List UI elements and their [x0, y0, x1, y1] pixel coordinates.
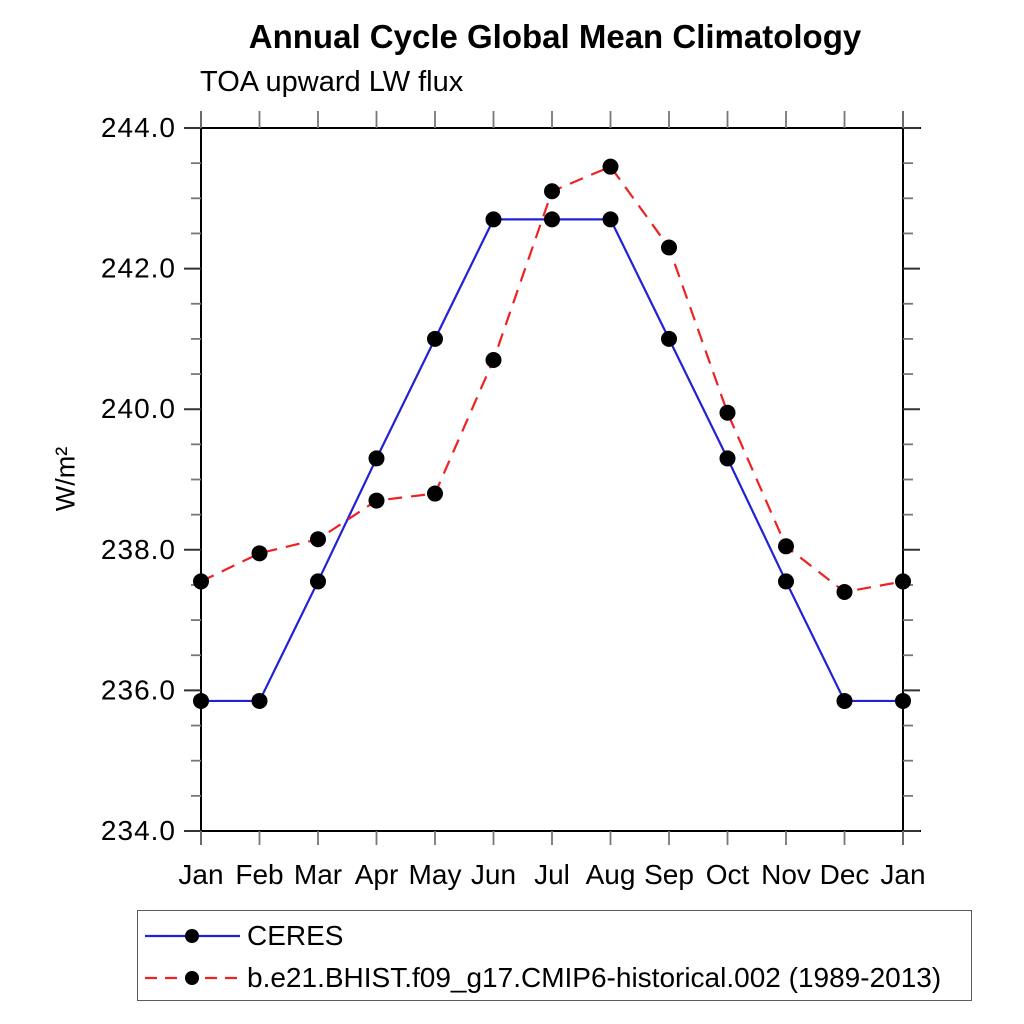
svg-text:244.0: 244.0 [101, 112, 176, 143]
svg-text:Aug: Aug [586, 859, 636, 890]
svg-text:Feb: Feb [235, 859, 283, 890]
series-line-1 [200, 165, 904, 594]
legend-row-ceres: CERES [144, 915, 971, 957]
y-major-ticks [184, 127, 920, 832]
svg-text:Mar: Mar [294, 859, 342, 890]
legend-label-ceres: CERES [247, 920, 344, 951]
svg-text:Oct: Oct [706, 859, 750, 890]
svg-text:Dec: Dec [820, 859, 870, 890]
svg-text:Jun: Jun [471, 859, 516, 890]
svg-text:240.0: 240.0 [101, 393, 176, 424]
chart-subtitle: TOA upward LW flux [200, 66, 464, 98]
y-tick-labels: 234.0 236.0 238.0 240.0 242.0 244.0 [101, 112, 176, 846]
svg-text:Jan: Jan [178, 859, 223, 890]
svg-text:May: May [409, 859, 462, 890]
ceres-line-sample-icon [145, 929, 240, 943]
svg-text:Apr: Apr [355, 859, 399, 890]
y-minor-ticks [191, 162, 913, 797]
x-tick-labels: Jan Feb Mar Apr May Jun Jul Aug Sep Oct Nov Dec Jan [178, 859, 925, 890]
model-line-sample-icon [145, 971, 240, 985]
series-markers-1 [193, 158, 911, 600]
legend-label-model: b.e21.BHIST.f09_g17.CMIP6-historical.002… [247, 962, 942, 993]
chart-title: Annual Cycle Global Mean Climatology [248, 18, 862, 55]
svg-text:Jul: Jul [534, 859, 570, 890]
series-line-0 [201, 218, 903, 703]
svg-text:Jan: Jan [880, 859, 925, 890]
legend-box: CERES b.e21.BHIST.f09_g17.CMIP6-historic… [137, 910, 972, 1001]
series-markers-0 [193, 211, 911, 709]
svg-text:238.0: 238.0 [101, 534, 176, 565]
svg-text:242.0: 242.0 [101, 253, 176, 284]
legend-row-model: b.e21.BHIST.f09_g17.CMIP6-historical.002… [144, 957, 971, 999]
svg-text:236.0: 236.0 [101, 674, 176, 705]
svg-text:Sep: Sep [644, 859, 694, 890]
svg-text:Nov: Nov [761, 859, 811, 890]
svg-text:234.0: 234.0 [101, 815, 176, 846]
x-ticks [200, 111, 904, 845]
